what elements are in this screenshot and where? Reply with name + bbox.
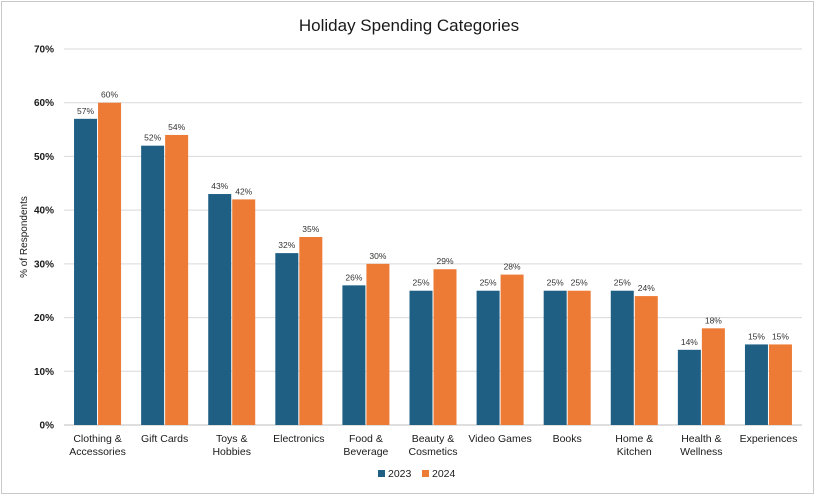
data-labels: 57% 60% 52% 54% 43% 42% 32% 35% 26% 30% 25% 29% 25% 2… <box>77 90 789 347</box>
x-tick-label: Electronics <box>273 433 324 445</box>
x-tick-label: Gift Cards <box>141 433 188 445</box>
bars <box>74 102 792 425</box>
y-tick-label: 70% <box>34 45 54 56</box>
data-label: 14% <box>681 337 698 347</box>
data-label: 32% <box>278 240 295 250</box>
bar-2024 <box>634 296 658 425</box>
y-axis-label: % of Respondents <box>19 196 30 278</box>
data-label: 18% <box>705 315 722 325</box>
bar-2023 <box>610 290 634 425</box>
bar-2024 <box>433 269 457 425</box>
y-tick-label: 60% <box>34 98 54 109</box>
data-label: 43% <box>211 181 228 191</box>
x-tick-label: Video Games <box>468 433 531 445</box>
x-tick-label: Clothing & <box>73 433 121 445</box>
data-label: 54% <box>168 122 185 132</box>
bar-2023 <box>409 290 433 425</box>
data-label: 30% <box>369 251 386 261</box>
y-tick-label: 50% <box>34 152 54 163</box>
y-tick-label: 10% <box>34 367 54 378</box>
x-axis-ticks: Clothing &Accessories Gift Cards Toys &Hob… <box>69 433 797 458</box>
data-label: 25% <box>412 278 429 288</box>
data-label: 15% <box>748 331 765 341</box>
x-tick-label: Toys & <box>216 433 248 445</box>
bar-2024 <box>366 263 390 425</box>
bar-2023 <box>74 118 98 425</box>
bar-2023 <box>275 253 299 425</box>
bar-2023 <box>476 290 500 425</box>
data-label: 26% <box>345 272 362 282</box>
data-label: 28% <box>504 262 521 272</box>
x-tick-label: Cosmetics <box>408 446 457 458</box>
x-tick-label: Accessories <box>69 446 126 458</box>
data-label: 15% <box>772 331 789 341</box>
bar-2024 <box>299 237 323 425</box>
data-label: 25% <box>571 278 588 288</box>
data-label: 25% <box>547 278 564 288</box>
data-label: 24% <box>638 283 655 293</box>
legend-label: 2024 <box>432 468 456 480</box>
bar-2024 <box>500 274 524 425</box>
data-label: 25% <box>480 278 497 288</box>
bar-2023 <box>141 145 165 425</box>
bar-2023 <box>208 194 232 425</box>
x-tick-label: Beverage <box>343 446 388 458</box>
x-tick-label: Kitchen <box>617 446 652 458</box>
chart-title: Holiday Spending Categories <box>299 16 519 35</box>
legend: 2023 2024 <box>378 468 456 480</box>
x-tick-label: Experiences <box>740 433 798 445</box>
y-tick-label: 0% <box>40 421 55 432</box>
bar-2024 <box>567 290 591 425</box>
x-tick-label: Home & <box>615 433 653 445</box>
data-label: 52% <box>144 133 161 143</box>
y-tick-label: 40% <box>34 206 54 217</box>
data-label: 25% <box>614 278 631 288</box>
bar-2024 <box>98 102 122 425</box>
bar-2023 <box>543 290 567 425</box>
x-tick-label: Hobbies <box>212 446 251 458</box>
data-label: 60% <box>101 90 118 100</box>
legend-swatch-2023 <box>378 470 385 477</box>
x-tick-label: Beauty & <box>412 433 455 445</box>
y-axis-ticks: 0% 10% 20% 30% 40% 50% 60% 70% <box>34 45 54 432</box>
bar-2024 <box>768 344 792 425</box>
legend-label: 2023 <box>388 468 412 480</box>
x-tick-label: Food & <box>349 433 383 445</box>
y-tick-label: 30% <box>34 259 54 270</box>
bar-2024 <box>232 199 256 425</box>
data-label: 57% <box>77 106 94 116</box>
bar-2024 <box>165 134 189 425</box>
x-tick-label: Wellness <box>680 446 722 458</box>
data-label: 35% <box>302 224 319 234</box>
bar-2023 <box>342 285 366 425</box>
data-label: 42% <box>235 186 252 196</box>
y-tick-label: 20% <box>34 313 54 324</box>
x-tick-label: Health & <box>681 433 721 445</box>
bar-2023 <box>744 344 768 425</box>
data-label: 29% <box>436 256 453 266</box>
x-tick-label: Books <box>553 433 582 445</box>
legend-swatch-2024 <box>422 470 429 477</box>
bar-2023 <box>677 349 701 425</box>
bar-2024 <box>701 328 725 425</box>
